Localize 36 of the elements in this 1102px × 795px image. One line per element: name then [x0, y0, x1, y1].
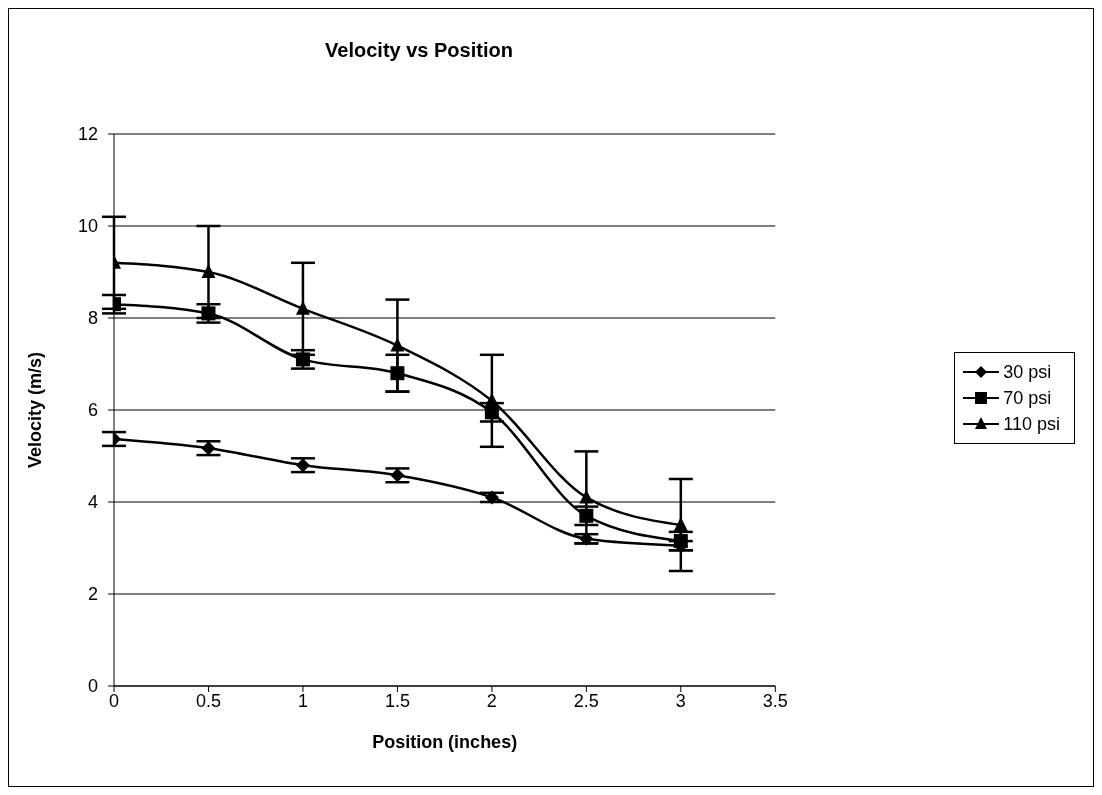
legend-label: 110 psi — [1003, 412, 1060, 436]
x-tick-label: 1.5 — [384, 690, 410, 711]
legend-label: 70 psi — [1003, 386, 1052, 410]
y-tick-label: 2 — [87, 584, 98, 605]
y-tick-label: 0 — [87, 676, 98, 697]
y-axis-title: Velocity (m/s) — [25, 351, 46, 469]
point — [295, 300, 310, 315]
legend-label: 30 psi — [1003, 360, 1052, 384]
x-tick-label: 2.5 — [573, 690, 599, 711]
point — [390, 468, 405, 483]
x-tick-label: 2 — [486, 690, 497, 711]
point — [390, 337, 405, 352]
x-tick-label: 0 — [108, 690, 120, 711]
point — [295, 458, 310, 473]
point — [201, 264, 216, 278]
point — [201, 306, 216, 321]
x-axis-title: Position (inches) — [372, 732, 518, 752]
y-tick-label: 8 — [87, 308, 98, 329]
point — [673, 517, 688, 531]
y-tick-label: 12 — [77, 124, 98, 145]
x-tick-label: 0.5 — [195, 690, 221, 711]
x-tick-label: 1 — [297, 690, 308, 711]
point — [579, 508, 594, 523]
y-tick-label: 4 — [87, 492, 98, 513]
y-tick-label: 10 — [77, 216, 98, 237]
point — [390, 366, 405, 381]
point — [295, 352, 310, 367]
point — [579, 531, 594, 546]
y-tick-label: 6 — [87, 400, 98, 421]
chart-title: Velocity vs Position — [324, 39, 514, 62]
point — [201, 441, 216, 456]
point — [484, 490, 499, 505]
x-tick-label: 3 — [675, 690, 686, 711]
point — [484, 405, 499, 420]
x-tick-label: 3.5 — [762, 690, 788, 711]
point — [579, 489, 594, 504]
